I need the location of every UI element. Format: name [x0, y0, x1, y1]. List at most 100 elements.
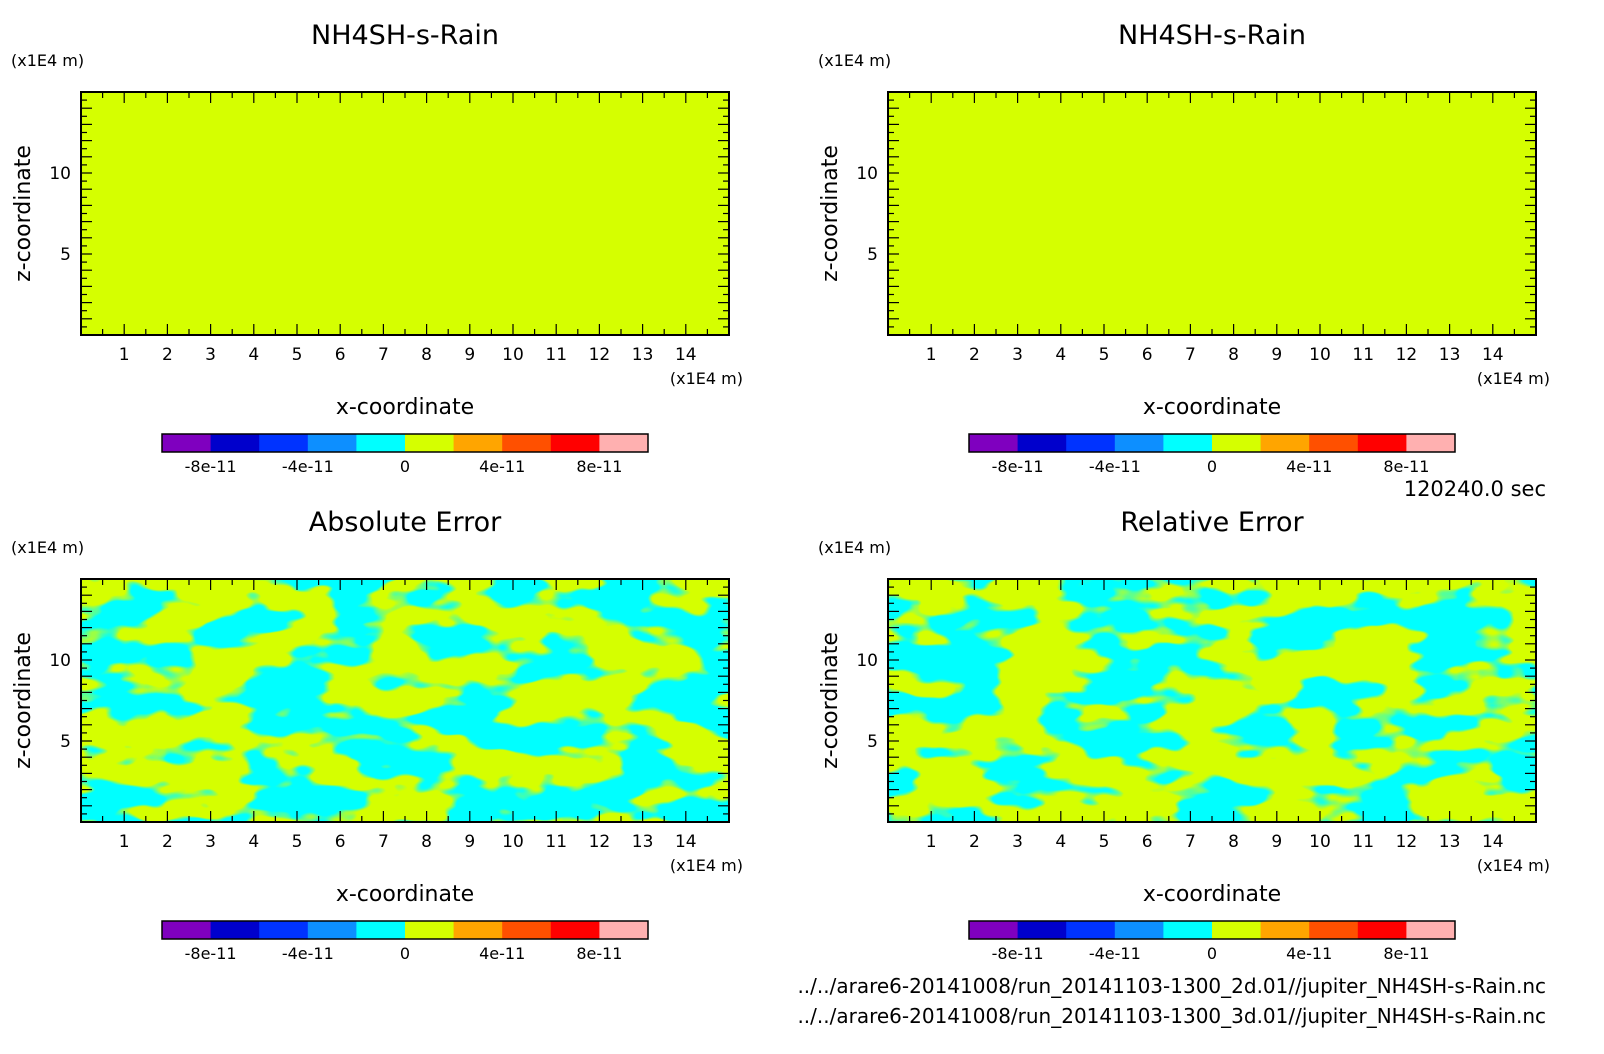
y-tick-label: 5 — [60, 732, 71, 752]
colorbar-segment — [162, 434, 212, 452]
colorbar: -8e-11 -4e-11 0 4e-11 8e-11 — [968, 920, 1456, 963]
colorbar-segment — [1163, 921, 1213, 939]
panel-title: Relative Error — [1120, 507, 1304, 538]
x-tick-label: 1 — [926, 832, 937, 852]
x-tick-label: 5 — [1099, 832, 1110, 852]
colorbar-segment — [969, 921, 1019, 939]
colorbar-segment — [969, 434, 1019, 452]
colorbar-frame — [968, 920, 1456, 940]
colorbar-frame — [161, 920, 649, 940]
colorbar-segment — [1212, 434, 1262, 452]
x-tick-label: 9 — [1271, 832, 1282, 852]
error-contours — [81, 579, 729, 822]
x-tick-label: 1 — [926, 345, 937, 365]
x-tick-label: 5 — [292, 832, 303, 852]
colorbar-tick-label: 0 — [400, 944, 410, 963]
x-tick-label: 9 — [464, 832, 475, 852]
colorbar-segment — [1114, 921, 1164, 939]
colorbar-tick-label: 0 — [400, 457, 410, 476]
colorbar-segment — [453, 921, 503, 939]
y-axis-label: z-coordinate — [818, 632, 843, 769]
colorbar-tick-label: 8e-11 — [576, 944, 622, 963]
x-tick-label: 10 — [1309, 345, 1331, 365]
x-unit-label: (x1E4 m) — [1477, 856, 1550, 875]
colorbar: -8e-11 -4e-11 0 4e-11 8e-11 — [161, 433, 649, 476]
error-contours — [888, 579, 1536, 822]
y-axis-label: z-coordinate — [11, 632, 36, 769]
colorbar-segment — [1066, 434, 1116, 452]
colorbar-tick-label: 8e-11 — [576, 457, 622, 476]
x-tick-label: 13 — [1439, 832, 1461, 852]
colorbar-frame — [968, 433, 1456, 453]
colorbar-segment — [1309, 434, 1359, 452]
y-tick-label: 5 — [60, 245, 71, 265]
colorbar-tick-label: -8e-11 — [992, 944, 1044, 963]
x-tick-label: 2 — [969, 345, 980, 365]
colorbar-tick-label: 8e-11 — [1383, 944, 1429, 963]
footer-path-3d: ../../arare6-20141008/run_20141103-1300_… — [797, 1004, 1546, 1028]
x-tick-label: 9 — [1271, 345, 1282, 365]
colorbar-segment — [1357, 434, 1407, 452]
x-tick-label: 6 — [1142, 832, 1153, 852]
colorbar-tick-label: 4e-11 — [1286, 944, 1332, 963]
colorbar-segment — [502, 434, 552, 452]
x-tick-label: 7 — [378, 832, 389, 852]
colorbar-segment — [356, 921, 406, 939]
x-tick-label: 1 — [119, 345, 130, 365]
x-tick-label: 11 — [1352, 345, 1374, 365]
colorbar-tick-label: 4e-11 — [479, 457, 525, 476]
x-axis-label: x-coordinate — [1143, 395, 1281, 420]
footer-path-2d: ../../arare6-20141008/run_20141103-1300_… — [797, 974, 1546, 998]
x-tick-label: 8 — [1228, 345, 1239, 365]
x-tick-label: 12 — [1396, 832, 1418, 852]
y-unit-label: (x1E4 m) — [11, 51, 84, 70]
x-tick-label: 5 — [1099, 345, 1110, 365]
colorbar-segment — [550, 921, 600, 939]
colorbar-tick-label: -8e-11 — [185, 944, 237, 963]
colorbar-segment — [307, 434, 357, 452]
x-tick-label: 1 — [119, 832, 130, 852]
y-tick-label: 10 — [49, 164, 71, 184]
x-tick-label: 5 — [292, 345, 303, 365]
x-tick-label: 3 — [1012, 832, 1023, 852]
time-label: 120240.0 sec — [1404, 477, 1546, 501]
plot-frame — [80, 91, 730, 336]
colorbar-tick-label: -8e-11 — [185, 457, 237, 476]
colorbar-tick-label: 4e-11 — [1286, 457, 1332, 476]
colorbar-tick-label: -4e-11 — [1089, 944, 1141, 963]
x-tick-label: 14 — [675, 832, 697, 852]
colorbar-tick-label: 8e-11 — [1383, 457, 1429, 476]
x-tick-label: 10 — [1309, 832, 1331, 852]
plot-frame — [80, 578, 730, 823]
colorbar-segment — [453, 434, 503, 452]
colorbar-segment — [307, 921, 357, 939]
x-tick-label: 4 — [1055, 832, 1066, 852]
colorbar-segment — [1163, 434, 1213, 452]
colorbar-tick-label: -4e-11 — [282, 944, 334, 963]
colorbar: -8e-11 -4e-11 0 4e-11 8e-11 — [968, 433, 1456, 476]
x-tick-label: 8 — [1228, 832, 1239, 852]
colorbar-tick-label: -8e-11 — [992, 457, 1044, 476]
plot-frame — [887, 91, 1537, 336]
colorbar-segment — [356, 434, 406, 452]
colorbar-tick-label: 0 — [1207, 944, 1217, 963]
x-tick-label: 3 — [1012, 345, 1023, 365]
y-tick-label: 10 — [856, 651, 878, 671]
colorbar-segment — [1406, 921, 1456, 939]
colorbar: -8e-11 -4e-11 0 4e-11 8e-11 — [161, 920, 649, 963]
colorbar-frame — [161, 433, 649, 453]
colorbar-segment — [1260, 434, 1310, 452]
x-tick-label: 14 — [1482, 345, 1504, 365]
plot-area — [81, 92, 729, 335]
x-tick-label: 8 — [421, 345, 432, 365]
colorbar-segment — [210, 921, 260, 939]
x-tick-label: 7 — [378, 345, 389, 365]
x-tick-label: 4 — [1055, 345, 1066, 365]
colorbar-segment — [599, 921, 649, 939]
colorbar-segment — [405, 921, 455, 939]
x-tick-label: 11 — [1352, 832, 1374, 852]
x-tick-label: 13 — [632, 345, 654, 365]
x-tick-label: 2 — [162, 345, 173, 365]
x-axis-label: x-coordinate — [1143, 882, 1281, 907]
panel-title: NH4SH-s-Rain — [1118, 20, 1306, 51]
